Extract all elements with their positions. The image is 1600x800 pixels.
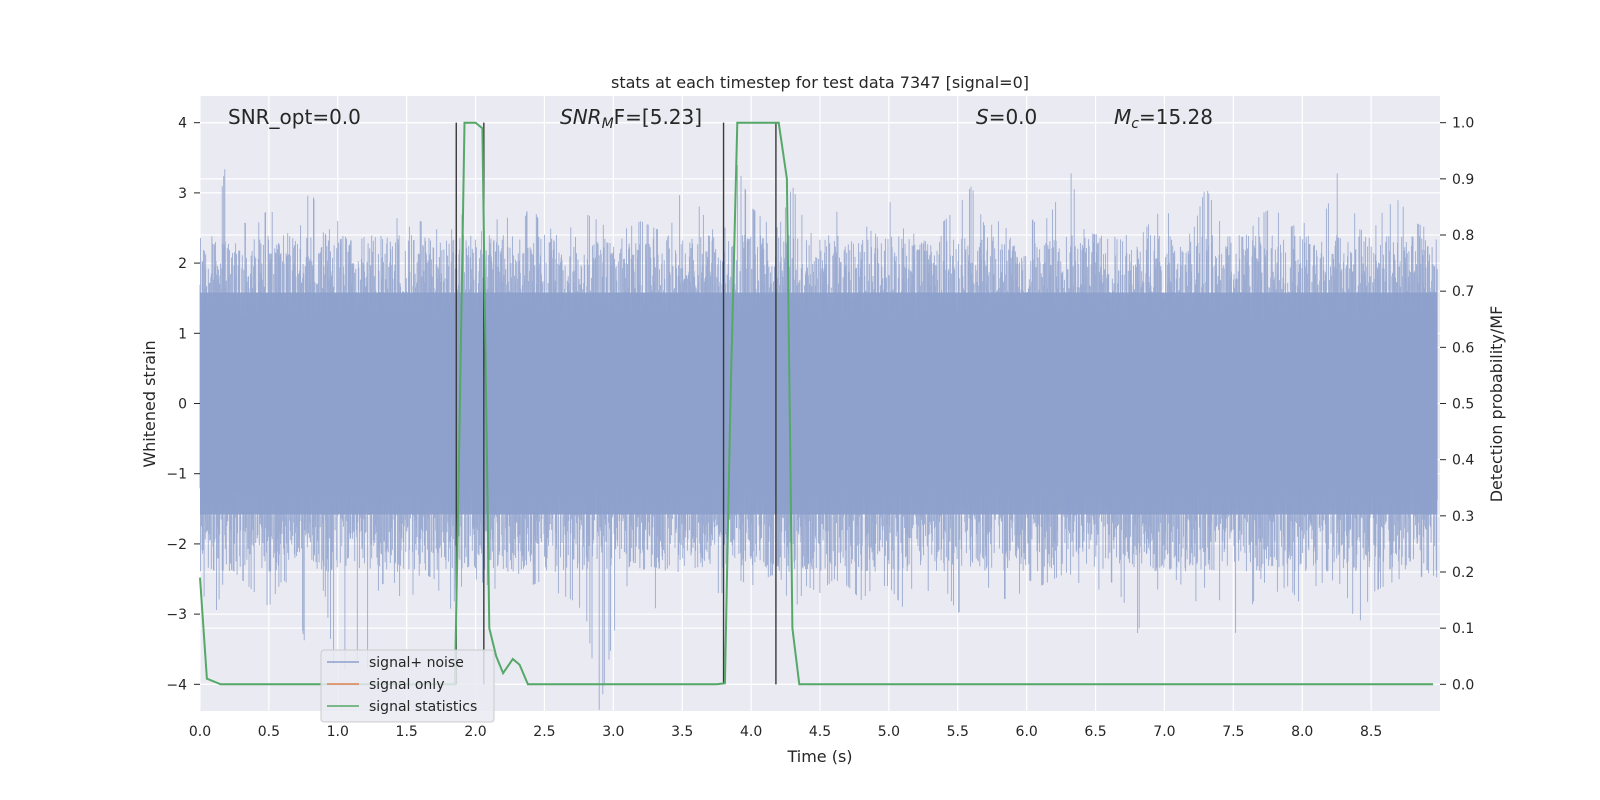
x-tick-label: 2.5 [533,724,555,740]
y-right-tick-label: 0.3 [1452,509,1474,525]
y-axis-label-left: Whitened strain [140,340,159,467]
y-right-tick-label: 0.6 [1452,340,1474,356]
annotation-snr-opt: SNR_opt=0.0 [228,105,361,129]
x-tick-label: 3.0 [602,724,624,740]
x-tick-label: 7.5 [1222,724,1244,740]
annotation-snr-mf: SNRMF=[5.23] [560,105,702,132]
y-axis-label-right: Detection probability/MF [1487,306,1506,503]
series-signal-plus-noise [199,165,1438,710]
x-tick-label: 4.0 [740,724,762,740]
y-tick-label: 3 [178,186,187,202]
y-tick-label: 1 [178,326,187,342]
y-tick-label: 0 [178,397,187,413]
y-right-tick-label: 0.9 [1452,172,1474,188]
noise-core-band [200,292,1438,515]
annotation-s: S=0.0 [976,105,1037,129]
x-axis-label: Time (s) [786,747,852,766]
x-tick-label: 5.5 [947,724,969,740]
x-tick-label: 3.5 [671,724,693,740]
y-tick-label: −1 [166,467,187,483]
y-tick-label: −2 [166,537,187,553]
y-right-tick-label: 0.8 [1452,228,1474,244]
x-tick-label: 1.0 [327,724,349,740]
annotation-mc-rest: =15.28 [1139,105,1213,129]
legend-label-signal-statistics: signal statistics [369,699,477,715]
y-axis-ticks-left: −4 −3 −2 −1 0 1 2 3 4 [166,116,200,693]
x-tick-label: 0.5 [258,724,280,740]
annotation-snr-mf-sub: M [602,116,614,132]
y-tick-label: 2 [178,256,187,272]
annotation-mc: Mc=15.28 [1114,105,1213,132]
y-tick-label: −4 [166,677,187,693]
y-right-tick-label: 0.4 [1452,453,1474,469]
x-tick-label: 6.5 [1084,724,1106,740]
y-right-tick-label: 0.2 [1452,565,1474,581]
annotation-s-rest: =0.0 [989,105,1038,129]
legend-label-signal-only: signal only [369,677,444,693]
annotation-snr-mf-rest: F=[5.23] [614,105,702,129]
annotation-mc-italic: M [1114,105,1131,129]
legend-label-signal-plus-noise: signal+ noise [369,655,464,671]
x-axis-ticks: 0.0 0.5 1.0 1.5 2.0 2.5 3.0 3.5 4.0 4.5 5.0 5.5 6.0 6… [189,724,1382,740]
y-axis-ticks-right: 0.0 0.1 0.2 0.3 0.4 0.5 0.6 0.7 0.8 0.9 1.0 [1440,116,1474,693]
x-tick-label: 8.5 [1360,724,1382,740]
y-tick-label: −3 [166,607,187,623]
annotation-snr-mf-italic: SNR [560,105,602,129]
y-right-tick-label: 0.5 [1452,397,1474,413]
x-tick-label: 7.0 [1153,724,1175,740]
x-tick-label: 6.0 [1016,724,1038,740]
legend-box [320,649,495,723]
annotation-s-italic: S [976,105,989,129]
y-right-tick-label: 0.0 [1452,677,1474,693]
y-right-tick-label: 0.7 [1452,284,1474,300]
y-right-tick-label: 0.1 [1452,621,1474,637]
legend: signal+ noise signal only signal statist… [320,649,495,723]
annotation-mc-sub: c [1131,116,1139,132]
x-tick-label: 1.5 [396,724,418,740]
x-tick-label: 5.0 [878,724,900,740]
chart-title: stats at each timestep for test data 734… [611,73,1029,92]
x-tick-label: 0.0 [189,724,211,740]
y-tick-label: 4 [178,116,187,132]
x-tick-label: 2.0 [464,724,486,740]
x-tick-label: 4.5 [809,724,831,740]
x-tick-label: 8.0 [1291,724,1313,740]
y-right-tick-label: 1.0 [1452,116,1474,132]
